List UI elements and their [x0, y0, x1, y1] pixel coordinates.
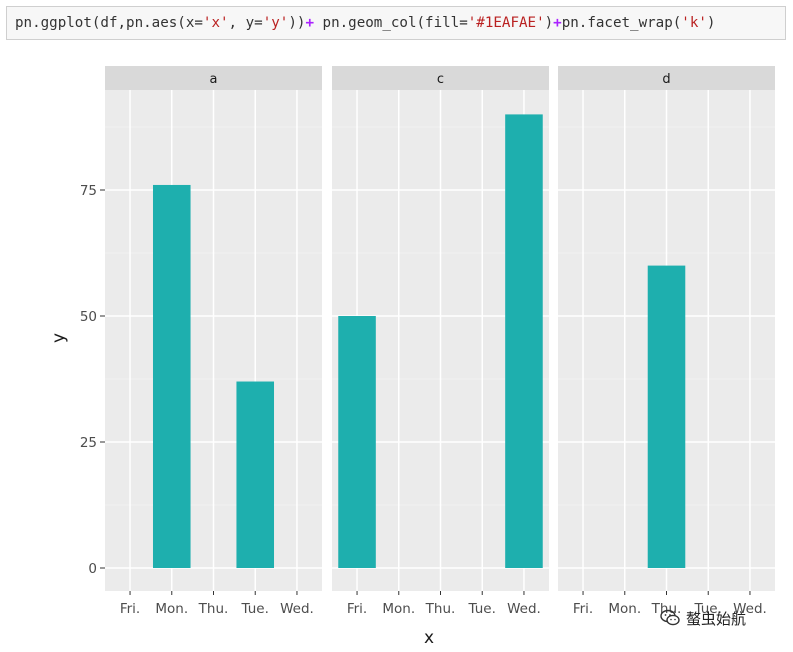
- code-segment: pn.ggplot(df,pn.aes(x=: [15, 15, 203, 31]
- x-tick-label: Fri.: [573, 601, 593, 617]
- x-tick-label: Wed.: [733, 601, 767, 617]
- y-tick-label: 75: [80, 183, 97, 199]
- code-string: 'y': [262, 15, 289, 31]
- x-tick-label: Tue.: [468, 601, 496, 617]
- code-segment: )): [288, 15, 306, 31]
- code-operator: +: [305, 15, 314, 31]
- x-tick-label: Tue.: [694, 601, 722, 617]
- wechat-icon: [660, 609, 680, 626]
- facet-label: c: [437, 72, 444, 87]
- code-string: 'k': [681, 15, 707, 31]
- bar: [505, 114, 543, 569]
- bar: [647, 265, 686, 568]
- x-tick-label: Tue.: [241, 601, 269, 617]
- y-tick-label: 25: [80, 435, 97, 451]
- x-tick-label: Fri.: [120, 601, 140, 617]
- facet-strip: [105, 66, 322, 90]
- code-segment: pn.geom_col(fill=: [313, 15, 468, 31]
- x-tick-label: Wed.: [507, 601, 541, 617]
- facet-label: d: [662, 72, 670, 87]
- y-tick-label: 50: [80, 309, 97, 325]
- x-tick-label: Mon.: [382, 601, 415, 617]
- code-segment: , y=: [228, 15, 263, 31]
- code-string: 'x': [202, 15, 229, 31]
- x-tick-label: Thu.: [198, 601, 229, 617]
- code-cell[interactable]: pn.ggplot(df,pn.aes(x='x', y='y'))+ pn.g…: [6, 6, 786, 40]
- code-segment: ): [544, 15, 554, 31]
- code-string: '#1EAFAE': [467, 15, 545, 31]
- watermark-text: 螯虫始航: [686, 609, 747, 628]
- x-tick-label: Thu.: [425, 601, 456, 617]
- bar: [152, 184, 191, 568]
- facet-strip: [558, 66, 775, 90]
- y-axis-title: y: [49, 333, 69, 343]
- x-tick-label: Mon.: [608, 601, 641, 617]
- x-tick-label: Mon.: [155, 601, 188, 617]
- facet-strip: [332, 66, 549, 90]
- code-operator: +: [553, 15, 562, 31]
- x-tick-label: Fri.: [347, 601, 367, 617]
- facet-label: a: [210, 72, 218, 87]
- watermark: 螯虫始航: [660, 606, 746, 630]
- code-segment: pn.facet_wrap(: [561, 15, 682, 31]
- x-axis-title: x: [424, 628, 434, 648]
- y-tick-label: 0: [88, 561, 97, 577]
- bar: [338, 316, 376, 568]
- code-segment: ): [706, 15, 716, 31]
- bar: [236, 381, 275, 568]
- x-tick-label: Wed.: [280, 601, 314, 617]
